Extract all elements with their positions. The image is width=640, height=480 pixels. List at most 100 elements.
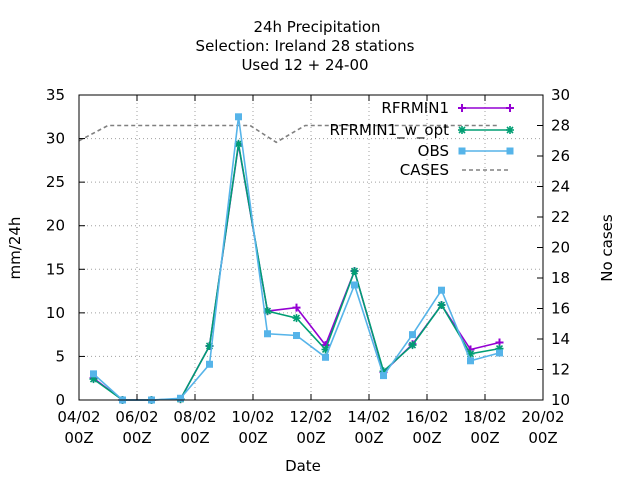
- legend-marker-1: [458, 126, 466, 134]
- marker-star-d2: [458, 126, 466, 134]
- data-point-2: [322, 353, 329, 361]
- data-point-2: [496, 349, 503, 357]
- legend-label-2: OBS: [418, 142, 449, 160]
- data-point-0: [292, 303, 301, 312]
- series-line-0: [93, 144, 500, 401]
- marker-star-d2: [506, 126, 514, 134]
- x-tick-label-hour: 00Z: [180, 429, 209, 447]
- marker-box: [177, 394, 184, 402]
- y2-tick-label: 18: [551, 269, 570, 287]
- title-line-1: 24h Precipitation: [253, 18, 380, 36]
- legend-label-0: RFRMIN1: [381, 99, 449, 117]
- y-tick-label: 15: [46, 260, 65, 278]
- y-tick-label: 30: [46, 130, 65, 148]
- marker-box: [264, 330, 271, 338]
- marker-box: [496, 349, 503, 357]
- legend-label-1: RFRMIN1_w_opt: [330, 121, 450, 140]
- marker-star-d2: [321, 345, 330, 354]
- legend-marker-2: [458, 147, 466, 155]
- y2-tick-label: 30: [551, 86, 570, 104]
- title-line-2: Selection: Ireland 28 stations: [196, 37, 415, 55]
- data-point-2: [380, 372, 387, 380]
- y2-tick-label: 20: [551, 239, 570, 257]
- y2-tick-label: 10: [551, 391, 570, 409]
- marker-star-d2: [292, 314, 301, 322]
- marker-box: [409, 331, 416, 339]
- marker-star-d2: [408, 341, 417, 349]
- data-point-2: [438, 286, 445, 294]
- data-point-2: [177, 394, 184, 402]
- x-tick-label-date: 04/02: [57, 408, 100, 426]
- y2-tick-label: 26: [551, 147, 570, 165]
- marker-box: [438, 286, 445, 294]
- x-tick-label-date: 12/02: [289, 408, 332, 426]
- data-point-1: [408, 341, 417, 350]
- x-tick-label-date: 06/02: [115, 408, 158, 426]
- legend-marker-0: [506, 104, 514, 112]
- series-line-1: [93, 143, 500, 401]
- marker-box: [467, 357, 474, 365]
- marker-star-d2: [350, 267, 359, 275]
- y2-tick-label: 22: [551, 208, 570, 226]
- x-tick-label-hour: 00Z: [470, 429, 499, 447]
- x-tick-label-hour: 00Z: [528, 429, 557, 447]
- x-tick-label-date: 08/02: [173, 408, 216, 426]
- x-tick-label-date: 14/02: [347, 408, 390, 426]
- marker-box: [458, 147, 466, 155]
- data-point-2: [351, 281, 358, 289]
- marker-box: [351, 281, 358, 289]
- x-tick-label-hour: 00Z: [296, 429, 325, 447]
- y-tick-label: 10: [46, 304, 65, 322]
- marker-box: [380, 372, 387, 380]
- chart-title: 24h Precipitation Selection: Ireland 28 …: [196, 18, 415, 74]
- y-tick-label: 35: [46, 86, 65, 104]
- data-point-1: [437, 301, 446, 310]
- data-point-2: [206, 360, 213, 368]
- data-point-2: [235, 113, 242, 121]
- x-tick-label-date: 18/02: [463, 408, 506, 426]
- legend-marker-0: [458, 104, 466, 112]
- axis-ticks: 0 5 10 15 20 25 30 35 10 12 14 16 18 20 22 24 26 28 30 04/0…: [46, 86, 570, 447]
- x-tick-label-date: 20/02: [521, 408, 564, 426]
- marker-star-d2: [234, 140, 243, 148]
- y-tick-label: 0: [55, 391, 65, 409]
- marker-box: [206, 360, 213, 368]
- x-tick-label-hour: 00Z: [64, 429, 93, 447]
- y-axis-label: mm/24h: [6, 217, 24, 280]
- y2-tick-label: 24: [551, 178, 570, 196]
- x-tick-label-date: 16/02: [405, 408, 448, 426]
- x-tick-label-date: 10/02: [231, 408, 274, 426]
- marker-star-d2: [437, 301, 446, 309]
- data-point-1: [292, 314, 301, 323]
- y2-axis-label: No cases: [598, 214, 616, 282]
- data-point-1: [350, 267, 359, 276]
- x-tick-label-hour: 00Z: [354, 429, 383, 447]
- y-tick-label: 5: [55, 347, 65, 365]
- grid: [79, 95, 543, 400]
- marker-box: [293, 332, 300, 340]
- y2-tick-label: 16: [551, 300, 570, 318]
- marker-box: [322, 353, 329, 361]
- x-axis-label: Date: [285, 457, 321, 475]
- legend-marker-2: [506, 147, 514, 155]
- title-line-3: Used 12 + 24-00: [241, 56, 368, 74]
- marker-box: [235, 113, 242, 121]
- x-tick-label-hour: 00Z: [412, 429, 441, 447]
- x-tick-label-hour: 00Z: [122, 429, 151, 447]
- y2-tick-label: 14: [551, 330, 570, 348]
- x-tick-label-hour: 00Z: [238, 429, 267, 447]
- data-point-2: [264, 330, 271, 338]
- marker-box: [90, 370, 97, 378]
- data-point-2: [90, 370, 97, 378]
- data-point-2: [467, 357, 474, 365]
- legend-marker-1: [506, 126, 514, 134]
- marker-box: [506, 147, 514, 155]
- data-point-2: [409, 331, 416, 339]
- legend-label-3: CASES: [400, 161, 449, 179]
- y2-tick-label: 28: [551, 117, 570, 135]
- y2-tick-label: 12: [551, 361, 570, 379]
- data-point-2: [293, 332, 300, 340]
- y-tick-label: 25: [46, 173, 65, 191]
